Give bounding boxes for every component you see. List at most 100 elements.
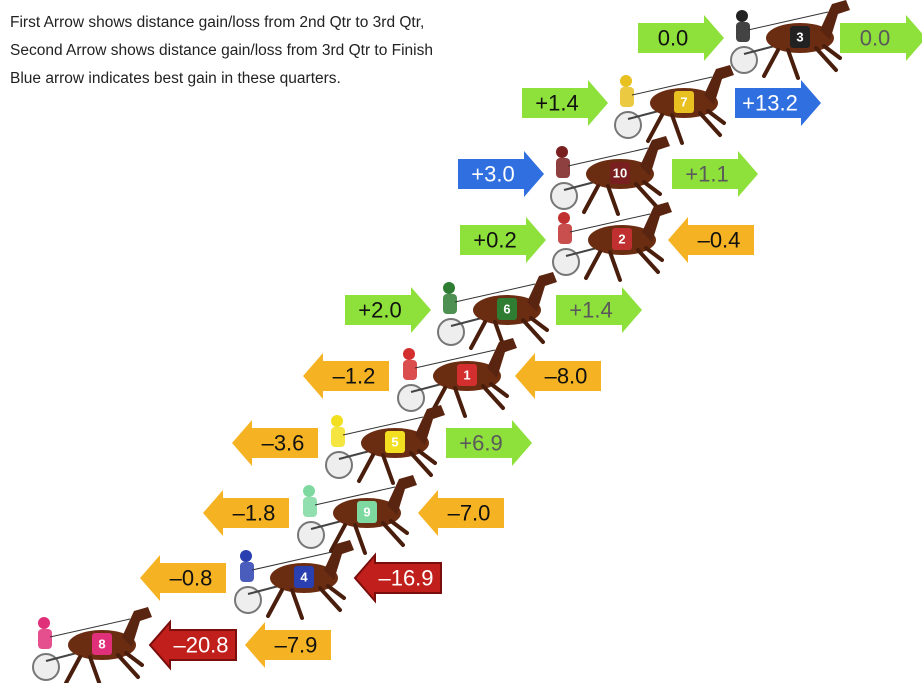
arrow-label: +1.4 <box>535 91 578 116</box>
arrow: –1.8 <box>203 490 289 536</box>
horse-leg <box>672 115 682 143</box>
header-line: Second Arrow shows distance gain/loss fr… <box>10 42 433 59</box>
horse-number: 6 <box>503 302 510 317</box>
horse-leg <box>708 111 724 123</box>
horse-leg <box>648 115 662 141</box>
arrow-label: 0.0 <box>860 26 891 51</box>
horse-leg <box>586 252 600 278</box>
driver-head <box>331 415 343 427</box>
horse-leg <box>292 590 302 618</box>
arrow: –16.9 <box>355 555 441 601</box>
arrow-label: –1.2 <box>333 364 376 389</box>
arrow-label: –0.4 <box>698 228 741 253</box>
horse-number: 3 <box>796 30 803 45</box>
arrow-label: +3.0 <box>471 162 514 187</box>
horse-leg <box>391 521 407 533</box>
arrow-label: +0.2 <box>473 228 516 253</box>
horse: 7 <box>615 65 734 143</box>
arrow-label: +2.0 <box>358 298 401 323</box>
horse-neck <box>487 338 517 378</box>
arrow-label: –7.9 <box>275 633 318 658</box>
horse-number: 1 <box>463 368 470 383</box>
horse-leg <box>584 186 598 212</box>
horse-leg <box>471 322 485 348</box>
arrow-label: +13.2 <box>742 91 798 116</box>
arrow-label: –20.8 <box>173 633 228 658</box>
driver-body <box>331 427 345 447</box>
horse-neck <box>324 540 354 580</box>
horse-leg <box>644 182 660 194</box>
horse-neck <box>640 136 670 176</box>
arrow-label: +6.9 <box>459 431 502 456</box>
horse-leg <box>610 252 620 280</box>
arrow: –20.8 <box>150 622 236 668</box>
header-line: Blue arrow indicates best gain in these … <box>10 70 341 87</box>
horse: 4 <box>235 540 354 618</box>
horse-number: 8 <box>98 637 105 652</box>
driver-body <box>303 497 317 517</box>
arrow: –7.9 <box>245 622 331 668</box>
horse-leg <box>764 50 778 76</box>
horse-leg <box>824 46 840 58</box>
horse-leg <box>383 455 393 483</box>
horse-leg <box>90 657 100 683</box>
horse-leg <box>646 248 662 260</box>
horse-neck <box>704 65 734 105</box>
horse-leg <box>66 657 80 683</box>
arrow: +13.2 <box>735 80 821 126</box>
driver-head <box>303 485 315 497</box>
driver-body <box>403 360 417 380</box>
header-line: First Arrow shows distance gain/loss fro… <box>10 14 424 31</box>
arrow: 0.0 <box>638 15 724 61</box>
arrow-label: –8.0 <box>545 364 588 389</box>
arrow: –1.2 <box>303 353 389 399</box>
arrow: –7.0 <box>418 490 504 536</box>
race-diagram: First Arrow shows distance gain/loss fro… <box>0 0 922 683</box>
arrow: +2.0 <box>345 287 431 333</box>
arrow-label: +1.1 <box>685 162 728 187</box>
horse-neck <box>122 607 152 647</box>
horse-leg <box>788 50 798 78</box>
horse-leg <box>126 653 142 665</box>
driver-body <box>736 22 750 42</box>
horse: 6 <box>438 272 557 350</box>
arrow-label: +1.4 <box>569 298 612 323</box>
driver-head <box>736 10 748 22</box>
driver-body <box>38 629 52 649</box>
arrow: +3.0 <box>458 151 544 197</box>
horse-neck <box>642 202 672 242</box>
driver-body <box>620 87 634 107</box>
horse-leg <box>355 525 365 553</box>
horse-number: 4 <box>300 570 308 585</box>
arrow: +0.2 <box>460 217 546 263</box>
driver-head <box>443 282 455 294</box>
horse: 2 <box>553 202 672 280</box>
arrow: 0.0 <box>840 15 922 61</box>
arrow-label: –16.9 <box>378 566 433 591</box>
horse-leg <box>608 186 618 214</box>
horse-number: 10 <box>613 166 627 181</box>
horse: 9 <box>298 475 417 553</box>
driver-head <box>556 146 568 158</box>
horse-neck <box>415 405 445 445</box>
arrow-label: –1.8 <box>233 501 276 526</box>
horse: 3 <box>731 0 850 78</box>
arrow: +6.9 <box>446 420 532 466</box>
driver-body <box>556 158 570 178</box>
arrow: –0.8 <box>140 555 226 601</box>
arrow: –8.0 <box>515 353 601 399</box>
horse-leg <box>531 318 547 330</box>
arrow: –0.4 <box>668 217 754 263</box>
driver-body <box>443 294 457 314</box>
driver-body <box>558 224 572 244</box>
horse-number: 7 <box>680 95 687 110</box>
driver-head <box>620 75 632 87</box>
horse: 8 <box>33 607 152 683</box>
horse-leg <box>268 590 282 616</box>
horse-number: 5 <box>391 435 398 450</box>
driver-head <box>38 617 50 629</box>
horse-leg <box>419 451 435 463</box>
horse-number: 2 <box>618 232 625 247</box>
arrow: +1.1 <box>672 151 758 197</box>
arrow-label: –7.0 <box>448 501 491 526</box>
